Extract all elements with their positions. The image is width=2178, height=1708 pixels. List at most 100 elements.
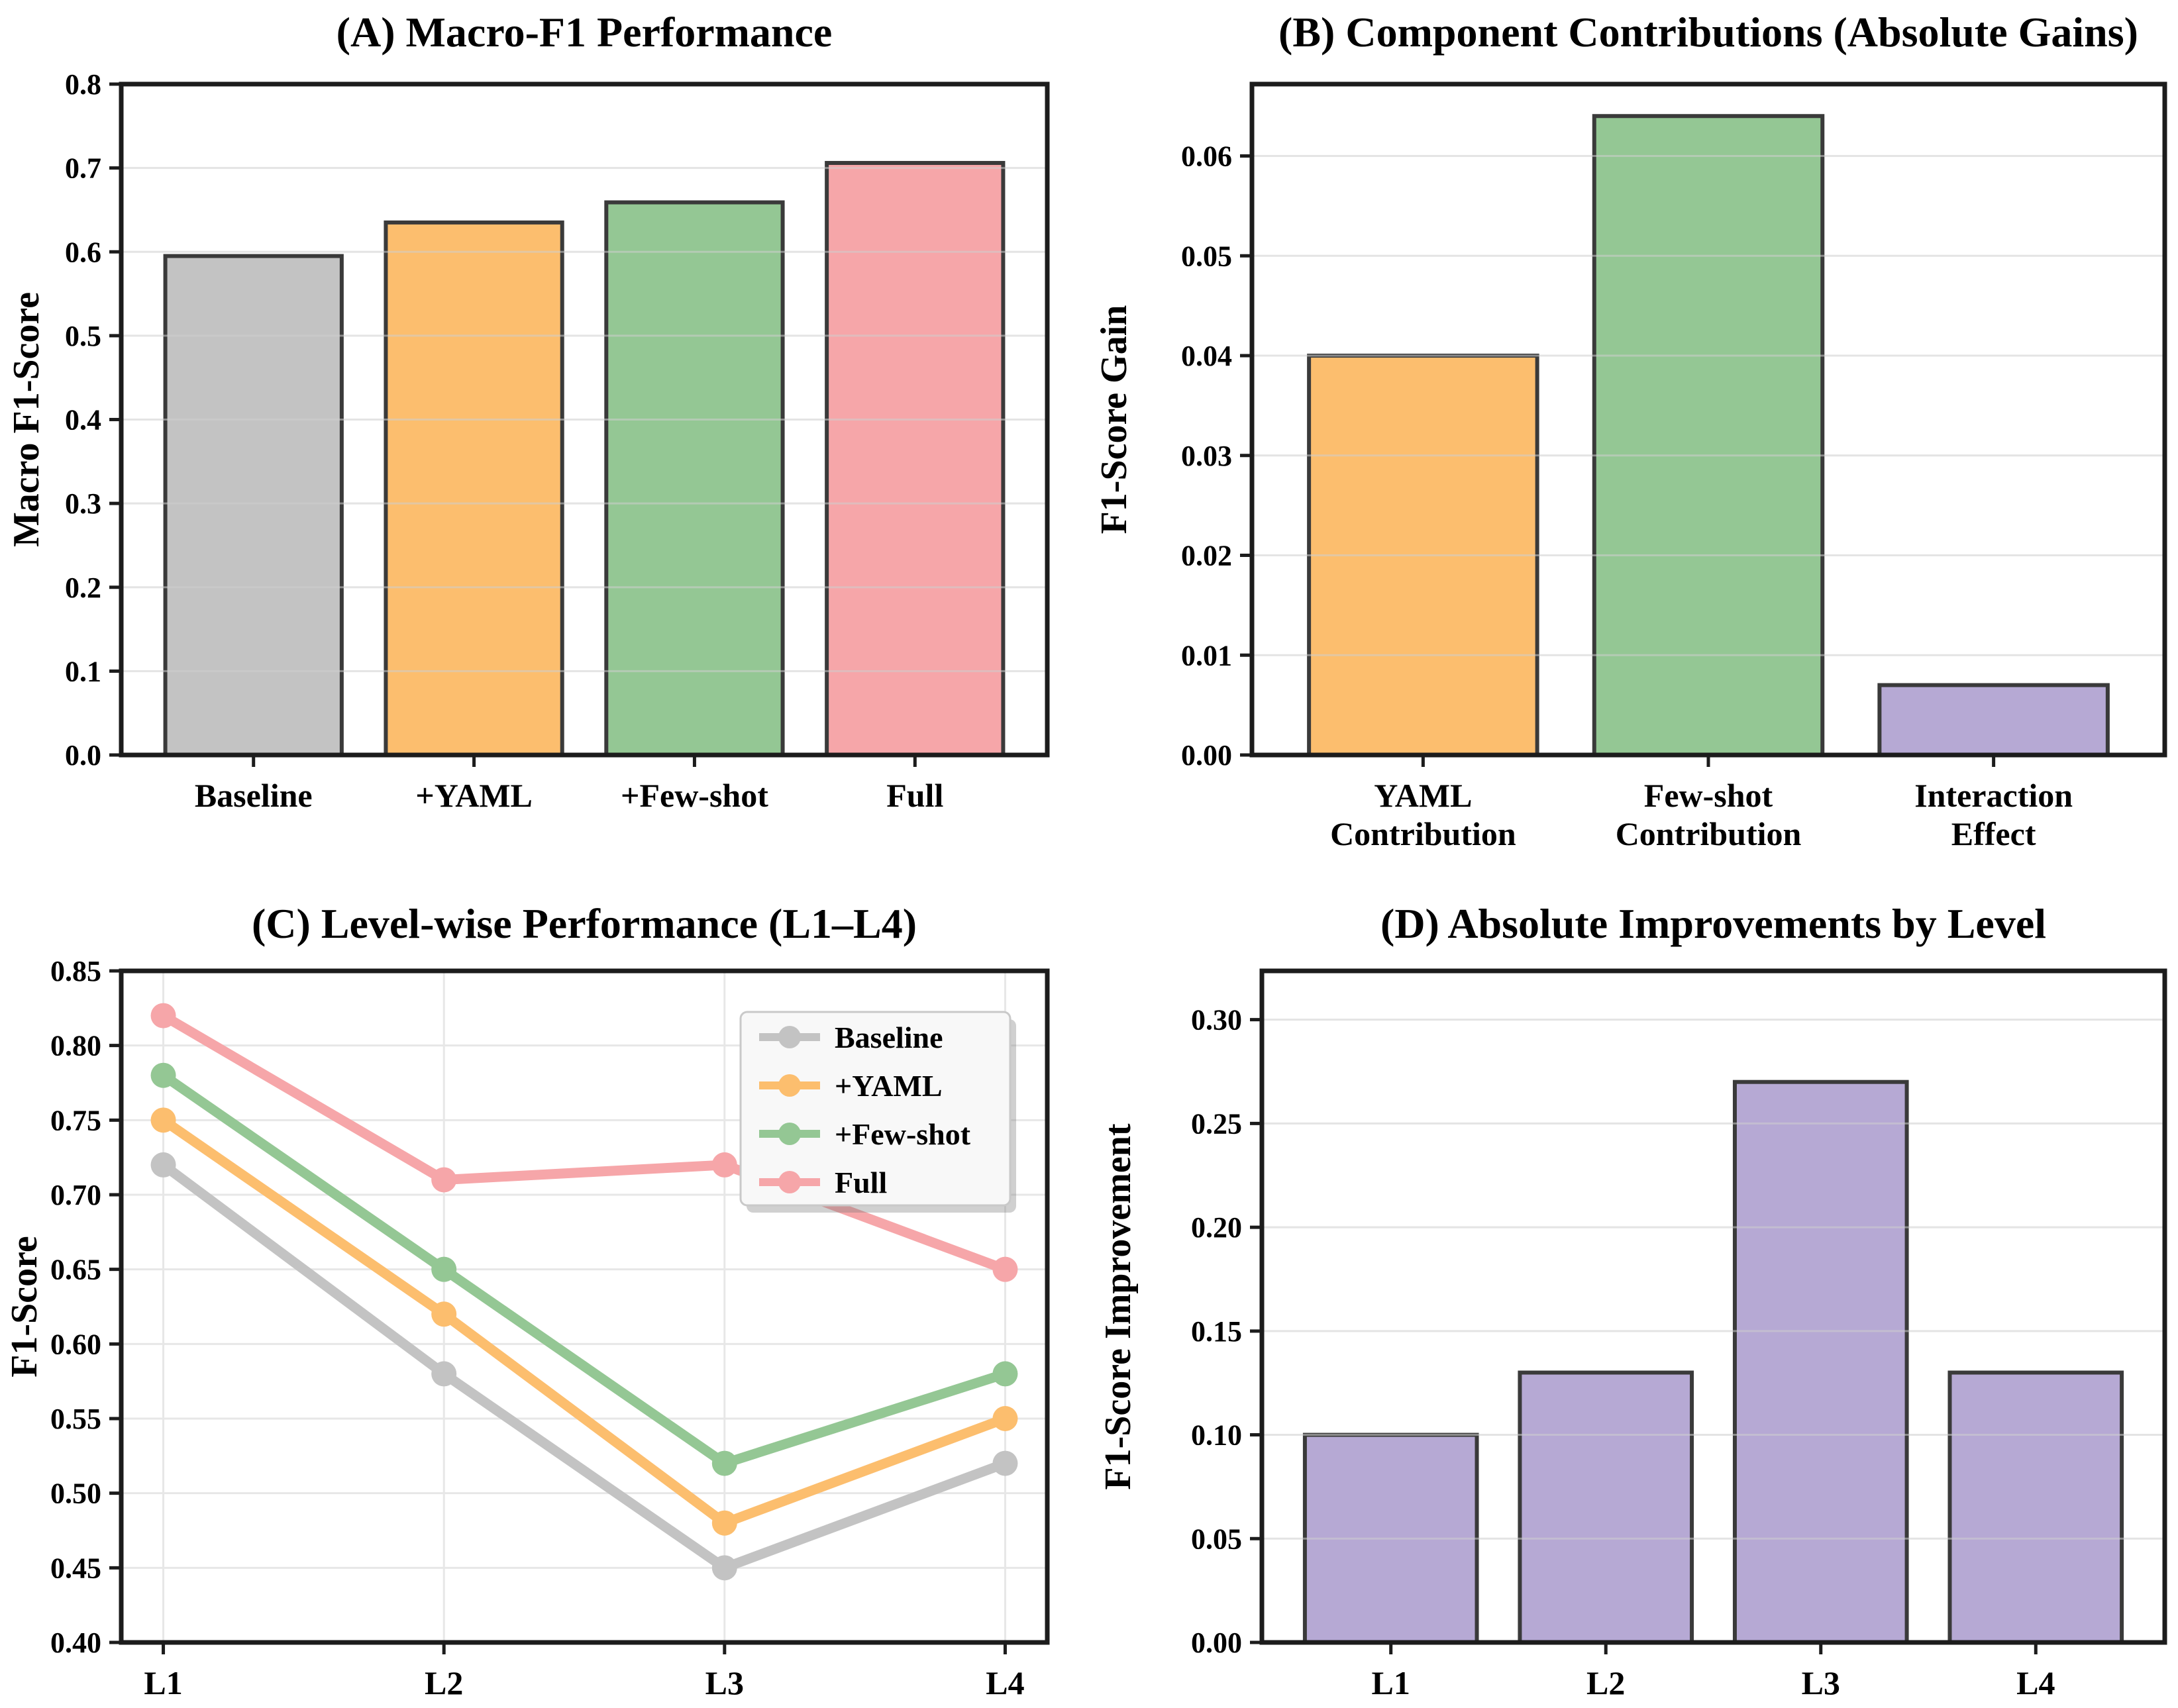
marker-baseline-l3 [711,1555,737,1581]
panel-b-component-contributions-bar-chart: 0.000.010.020.030.040.050.06YAMLContribu… [1094,81,2167,852]
y-tick-label: 0.7 [65,152,101,185]
y-tick-label: 0.45 [50,1552,101,1584]
panel-b-title: (B) Component Contributions (Absolute Ga… [1278,9,2138,56]
marker-fewshot-l3 [711,1450,737,1476]
x-tick-label: L3 [705,1664,744,1701]
legend-label: +Few-shot [835,1117,971,1151]
y-tick-label: 0.04 [1181,340,1232,372]
panel-d-improvements-bar-chart: 0.00 0.05 0.10 0.15 0.20 0.25 0.30 L1 L2 L3 L4 F1-S… [1098,968,2167,1701]
series-line-yaml [158,1115,1010,1529]
y-tick-label: 0.05 [1181,240,1232,272]
marker-yaml-l2 [431,1301,457,1327]
axes-frame [119,968,1050,1645]
y-tick-label: 0.06 [1181,140,1232,173]
legend-marker [778,1026,801,1048]
y-tick-label: 0.03 [1181,440,1232,472]
marker-full-l4 [992,1256,1018,1282]
marker-baseline-l4 [992,1450,1018,1476]
marker-yaml-l3 [711,1510,737,1536]
y-tick-label: 0.6 [65,236,101,268]
panel-d-title: (D) Absolute Improvements by Level [1380,900,2046,947]
x-tick-label: L4 [986,1664,1024,1701]
x-tick-label: Baseline [195,777,313,814]
y-axis-label: F1-Score Gain [1094,305,1135,534]
x-tick-label: L2 [1586,1664,1625,1701]
y-tick-label: 0.80 [50,1030,101,1062]
y-axis-label: F1-Score Improvement [1098,1123,1139,1489]
y-tick-label: 0.60 [50,1328,101,1360]
panel-c-title: (C) Level-wise Performance (L1–L4) [251,900,917,947]
y-tick-label: 0.00 [1191,1627,1242,1659]
y-tick-label: 0.40 [50,1627,101,1659]
x-tick-label: L4 [2016,1664,2055,1701]
legend-label: +YAML [835,1069,943,1103]
legend-label: Baseline [835,1021,943,1054]
y-tick-label: 0.75 [50,1104,101,1136]
y-tick-label: 0.5 [65,320,101,352]
marker-fewshot-l2 [431,1256,457,1282]
marker-baseline-l2 [431,1361,457,1387]
axes-frame [1259,968,2167,1645]
marker-full-l1 [150,1003,176,1029]
marker-baseline-l1 [150,1152,176,1178]
y-tick-label: 0.15 [1191,1315,1242,1348]
y-tick-label: 0.2 [65,572,101,604]
marker-fewshot-l4 [992,1361,1018,1387]
series-line-fewshot [158,1070,1010,1469]
y-tick-label: 0.8 [65,68,101,101]
series-line-baseline [158,1160,1010,1573]
x-tick-label: L2 [425,1664,463,1701]
y-tick-label: 0.30 [1191,1004,1242,1036]
y-tick-label: 0.00 [1181,739,1232,772]
legend-box [739,1011,1011,1207]
y-tick-label: 0.05 [1191,1523,1242,1555]
x-tick-label: YAML [1374,777,1472,814]
x-tick-label: Contribution [1330,815,1516,852]
y-tick-label: 0.10 [1191,1419,1242,1452]
x-tick-label: +YAML [415,777,533,814]
x-tick-label: L3 [1802,1664,1840,1701]
marker-yaml-l4 [992,1406,1018,1431]
bar-+yaml [384,220,564,757]
x-tick-label: Few-shot [1644,777,1773,814]
x-tick-label: L1 [144,1664,182,1701]
panel-a-title: (A) Macro-F1 Performance [336,9,833,56]
panel-c-levelwise-line-chart: 0.40 0.45 0.50 0.55 0.60 0.65 0.70 0.75 0.80 0.85… [4,955,1050,1701]
marker-full-l3 [711,1152,737,1178]
y-tick-label: 0.3 [65,487,101,520]
y-tick-label: 0.55 [50,1403,101,1435]
bar-few-shot-contribution [1592,114,1825,757]
legend-marker [778,1123,801,1145]
bar-l3 [1732,1080,1909,1644]
bar-l4 [1947,1370,2124,1645]
y-tick-label: 0.50 [50,1478,101,1510]
x-tick-label: Interaction [1914,777,2073,814]
y-tick-label: 0.25 [1191,1107,1242,1140]
panel-a-macro-f1-bar-chart: 0.0 0.1 0.2 0.3 0.4 0.5 0.6 0.7 0.8 Baseline +YAML… [6,68,1050,814]
x-tick-label: +Few-shot [621,777,768,814]
bar-l2 [1518,1370,1694,1645]
y-tick-label: 0.1 [65,655,101,687]
bar-full [825,161,1006,757]
y-tick-label: 0.02 [1181,540,1232,572]
legend-label: Full [835,1166,887,1199]
y-tick-label: 0.70 [50,1179,101,1211]
series-line-full [158,1011,1010,1275]
marker-fewshot-l1 [150,1062,176,1088]
legend-marker [778,1074,801,1097]
marker-full-l2 [431,1167,457,1193]
y-axis-label: Macro F1-Score [6,292,47,547]
bar-+few-shot [604,200,785,757]
x-tick-label: Effect [1951,815,2036,852]
legend-marker [778,1171,801,1193]
bar-interaction-effect [1877,683,2110,757]
y-axis-label: F1-Score [4,1236,45,1378]
y-tick-label: 0.65 [50,1254,101,1286]
y-tick-label: 0.4 [65,404,101,436]
bar-baseline [163,254,344,757]
y-tick-label: 0.85 [50,955,101,987]
x-tick-label: Contribution [1616,815,1802,852]
y-tick-label: 0.01 [1181,639,1232,672]
y-tick-label: 0.0 [65,739,101,772]
